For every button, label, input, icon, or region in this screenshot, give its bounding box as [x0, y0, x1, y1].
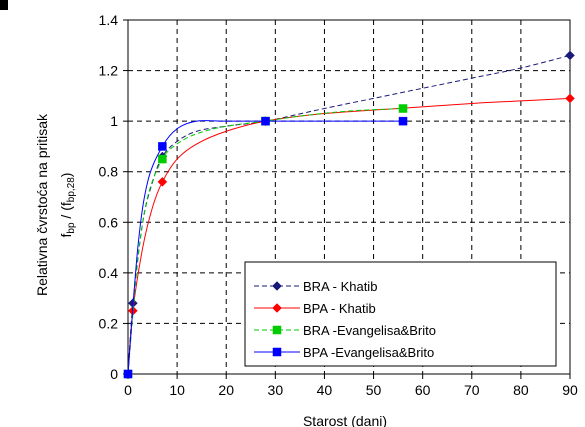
series-line: [127, 120, 404, 375]
legend-label: BPA -Evangelisa&Brito: [303, 345, 434, 360]
legend: BRA - Khatib BPA - Khatib BRA -Evangelisa&…: [244, 261, 557, 367]
series-4: [123, 116, 408, 379]
legend-swatch-marker: [272, 281, 282, 291]
y-tick-label: 1.2: [99, 63, 119, 79]
y-tick-label: 1.4: [99, 12, 119, 28]
legend-item-4: BPA -Evangelisa&Brito: [254, 345, 434, 360]
series-line: [127, 97, 571, 375]
x-tick-label: 70: [464, 382, 480, 398]
legend-item-2: BPA - Khatib: [254, 301, 376, 316]
y-tick-label: 0.8: [99, 164, 119, 180]
legend-item-1: BRA - Khatib: [254, 279, 377, 294]
x-tick-label: 90: [562, 382, 578, 398]
x-tick-label: 20: [218, 382, 234, 398]
data-point: [158, 154, 167, 164]
grid: [123, 19, 571, 379]
y-tick-label: 0: [110, 366, 118, 382]
data-point: [398, 116, 408, 126]
data-point: [123, 369, 133, 379]
y-axis-title-end: ): [58, 173, 74, 178]
x-tick-label: 30: [268, 382, 284, 398]
data-point: [261, 116, 270, 126]
x-tick-label: 50: [366, 382, 382, 398]
x-tick-label: 40: [317, 382, 333, 398]
legend-swatch-marker: [272, 303, 282, 313]
y-axis-title-f: f: [58, 233, 74, 237]
legend-box: [244, 261, 557, 367]
x-axis-title: Starost (dani): [303, 413, 387, 427]
legend-swatch-marker: [272, 347, 282, 357]
legend-swatch-marker: [272, 325, 282, 335]
y-axis-title-sub2: bp,28: [66, 177, 77, 202]
series-line: [127, 108, 404, 375]
data-point: [565, 50, 575, 61]
data-point: [398, 104, 408, 113]
y-axis-title-line1: Relativna čvrstoća na pritisak: [34, 113, 50, 296]
x-tick-label: 80: [513, 382, 529, 398]
y-tick-label: 0.4: [99, 265, 119, 281]
corner-mark: [0, 0, 8, 10]
y-tick-label: 0.2: [99, 315, 119, 331]
x-tick-labels: 0 10 20 30 40 50 60 70 80 90: [124, 382, 578, 398]
series-layer: [123, 50, 575, 379]
x-tick-label: 60: [415, 382, 431, 398]
legend-label: BRA -Evangelisa&Brito: [303, 323, 436, 338]
y-tick-labels: 0 0.2 0.4 0.6 0.8 1 1.2 1.4: [99, 12, 119, 382]
plot-frame: [127, 19, 571, 375]
y-axis-title-line2: fbp / (fbp,28): [58, 173, 77, 238]
y-tick-label: 1: [110, 113, 118, 129]
y-tick-label: 0.6: [99, 214, 119, 230]
x-tick-label: 0: [124, 382, 132, 398]
data-point: [158, 142, 167, 151]
x-tick-label: 10: [169, 382, 185, 398]
legend-label: BRA - Khatib: [303, 279, 377, 294]
data-point: [565, 93, 575, 104]
y-axis-title-sub1: bp: [66, 222, 77, 234]
data-point: [157, 176, 168, 187]
y-axis-title-mid: / (f: [58, 202, 74, 222]
legend-label: BPA - Khatib: [303, 301, 376, 316]
legend-item-3: BRA -Evangelisa&Brito: [254, 323, 436, 338]
